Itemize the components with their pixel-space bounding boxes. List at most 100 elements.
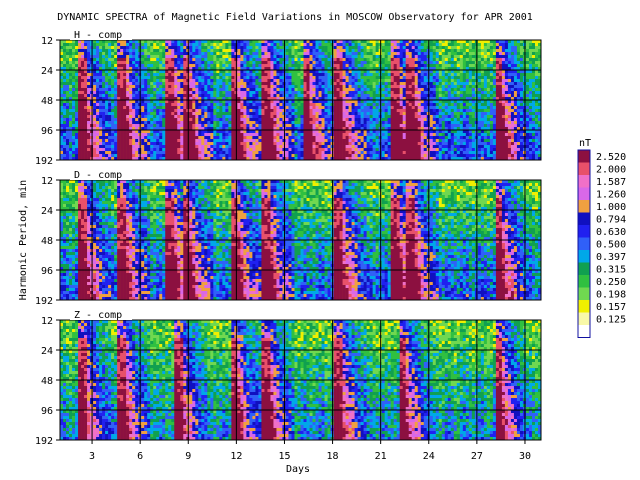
heatmap-cell bbox=[279, 136, 283, 140]
heatmap-cell bbox=[162, 79, 166, 83]
heatmap-cell bbox=[417, 61, 422, 68]
heatmap-cell bbox=[405, 46, 410, 50]
heatmap-cell bbox=[252, 103, 256, 107]
heatmap-cell bbox=[252, 109, 256, 113]
heatmap-cell bbox=[102, 267, 106, 277]
heatmap-cell bbox=[87, 124, 91, 134]
heatmap-cell bbox=[210, 46, 214, 50]
heatmap-cell bbox=[444, 100, 449, 104]
heatmap-cell bbox=[312, 88, 316, 92]
heatmap-cell bbox=[69, 91, 73, 95]
heatmap-cell bbox=[495, 43, 500, 47]
heatmap-cell bbox=[222, 82, 226, 92]
heatmap-cell bbox=[69, 195, 73, 199]
heatmap-cell bbox=[210, 100, 214, 104]
heatmap-cell bbox=[387, 148, 391, 158]
heatmap-cell bbox=[366, 52, 370, 56]
y-axis-label: Harmonic Period, min bbox=[18, 180, 29, 300]
heatmap-cell bbox=[501, 100, 506, 104]
heatmap-cell bbox=[480, 106, 485, 110]
heatmap-cell bbox=[69, 234, 73, 238]
heatmap-cell bbox=[453, 130, 458, 134]
heatmap-cell bbox=[153, 148, 157, 152]
heatmap-cell bbox=[300, 61, 304, 65]
heatmap-cell bbox=[279, 88, 283, 92]
heatmap-cell bbox=[300, 46, 304, 53]
heatmap-cell bbox=[231, 76, 235, 80]
heatmap-cell bbox=[492, 79, 497, 86]
heatmap-cell bbox=[63, 82, 67, 86]
heatmap-cell bbox=[327, 88, 331, 92]
heatmap-cell bbox=[327, 91, 331, 95]
heatmap-cell bbox=[201, 52, 205, 56]
heatmap-cell bbox=[510, 103, 515, 107]
heatmap-cell bbox=[81, 180, 85, 184]
heatmap-cell bbox=[351, 133, 355, 137]
heatmap-cell bbox=[180, 82, 184, 89]
heatmap-cell bbox=[417, 112, 422, 116]
heatmap-cell bbox=[420, 100, 425, 104]
heatmap-cell bbox=[453, 67, 458, 71]
heatmap-cell bbox=[72, 52, 76, 56]
heatmap-cell bbox=[66, 252, 70, 256]
heatmap-cell bbox=[414, 118, 419, 161]
heatmap-cell bbox=[510, 64, 515, 68]
heatmap-cell bbox=[441, 100, 446, 104]
heatmap-cell bbox=[105, 291, 109, 295]
heatmap-cell bbox=[147, 94, 151, 98]
heatmap-cell bbox=[84, 49, 88, 59]
heatmap-cell bbox=[198, 154, 202, 158]
heatmap-cell bbox=[348, 112, 352, 116]
heatmap-cell bbox=[132, 225, 136, 229]
heatmap-cell bbox=[501, 55, 506, 59]
heatmap-cell bbox=[528, 112, 533, 116]
heatmap-cell bbox=[276, 49, 280, 53]
heatmap-cell bbox=[267, 70, 271, 80]
heatmap-cell bbox=[480, 73, 485, 77]
heatmap-cell bbox=[528, 79, 533, 89]
heatmap-cell bbox=[333, 61, 337, 65]
heatmap-cell bbox=[252, 58, 256, 62]
heatmap-cell bbox=[207, 136, 211, 140]
heatmap-cell bbox=[369, 124, 373, 134]
heatmap-cell bbox=[477, 97, 482, 101]
heatmap-cell bbox=[144, 136, 148, 140]
heatmap-cell bbox=[201, 145, 205, 155]
heatmap-cell bbox=[303, 73, 307, 77]
heatmap-cell bbox=[264, 85, 268, 92]
heatmap-cell bbox=[63, 291, 67, 295]
heatmap-cell bbox=[531, 88, 536, 92]
heatmap-cell bbox=[96, 70, 100, 74]
heatmap-cell bbox=[345, 121, 349, 128]
heatmap-cell bbox=[507, 58, 512, 62]
heatmap-cell bbox=[402, 70, 407, 74]
heatmap-cell bbox=[96, 297, 100, 301]
heatmap-cell bbox=[453, 124, 458, 128]
heatmap-cell bbox=[129, 73, 133, 77]
heatmap-cell bbox=[354, 106, 358, 113]
heatmap-cell bbox=[210, 157, 214, 161]
heatmap-cell bbox=[249, 133, 253, 137]
heatmap-cell bbox=[210, 139, 214, 143]
heatmap-cell bbox=[225, 49, 229, 53]
heatmap-cell bbox=[441, 151, 446, 155]
heatmap-cell bbox=[396, 97, 401, 101]
heatmap-cell bbox=[312, 55, 316, 59]
heatmap-cell bbox=[126, 249, 130, 253]
heatmap-cell bbox=[219, 100, 223, 104]
heatmap-cell bbox=[513, 148, 518, 152]
heatmap-cell bbox=[198, 109, 202, 116]
heatmap-cell bbox=[372, 154, 376, 161]
heatmap-cell bbox=[432, 49, 437, 53]
heatmap-cell bbox=[132, 297, 136, 301]
heatmap-cell bbox=[174, 88, 178, 92]
heatmap-cell bbox=[318, 67, 322, 71]
heatmap-cell bbox=[456, 46, 461, 50]
heatmap-cell bbox=[204, 100, 208, 104]
heatmap-cell bbox=[87, 151, 91, 161]
heatmap-cell bbox=[369, 40, 373, 44]
heatmap-cell bbox=[513, 106, 518, 110]
heatmap-cell bbox=[147, 64, 151, 68]
heatmap-cell bbox=[402, 76, 407, 80]
heatmap-cell bbox=[141, 70, 145, 80]
